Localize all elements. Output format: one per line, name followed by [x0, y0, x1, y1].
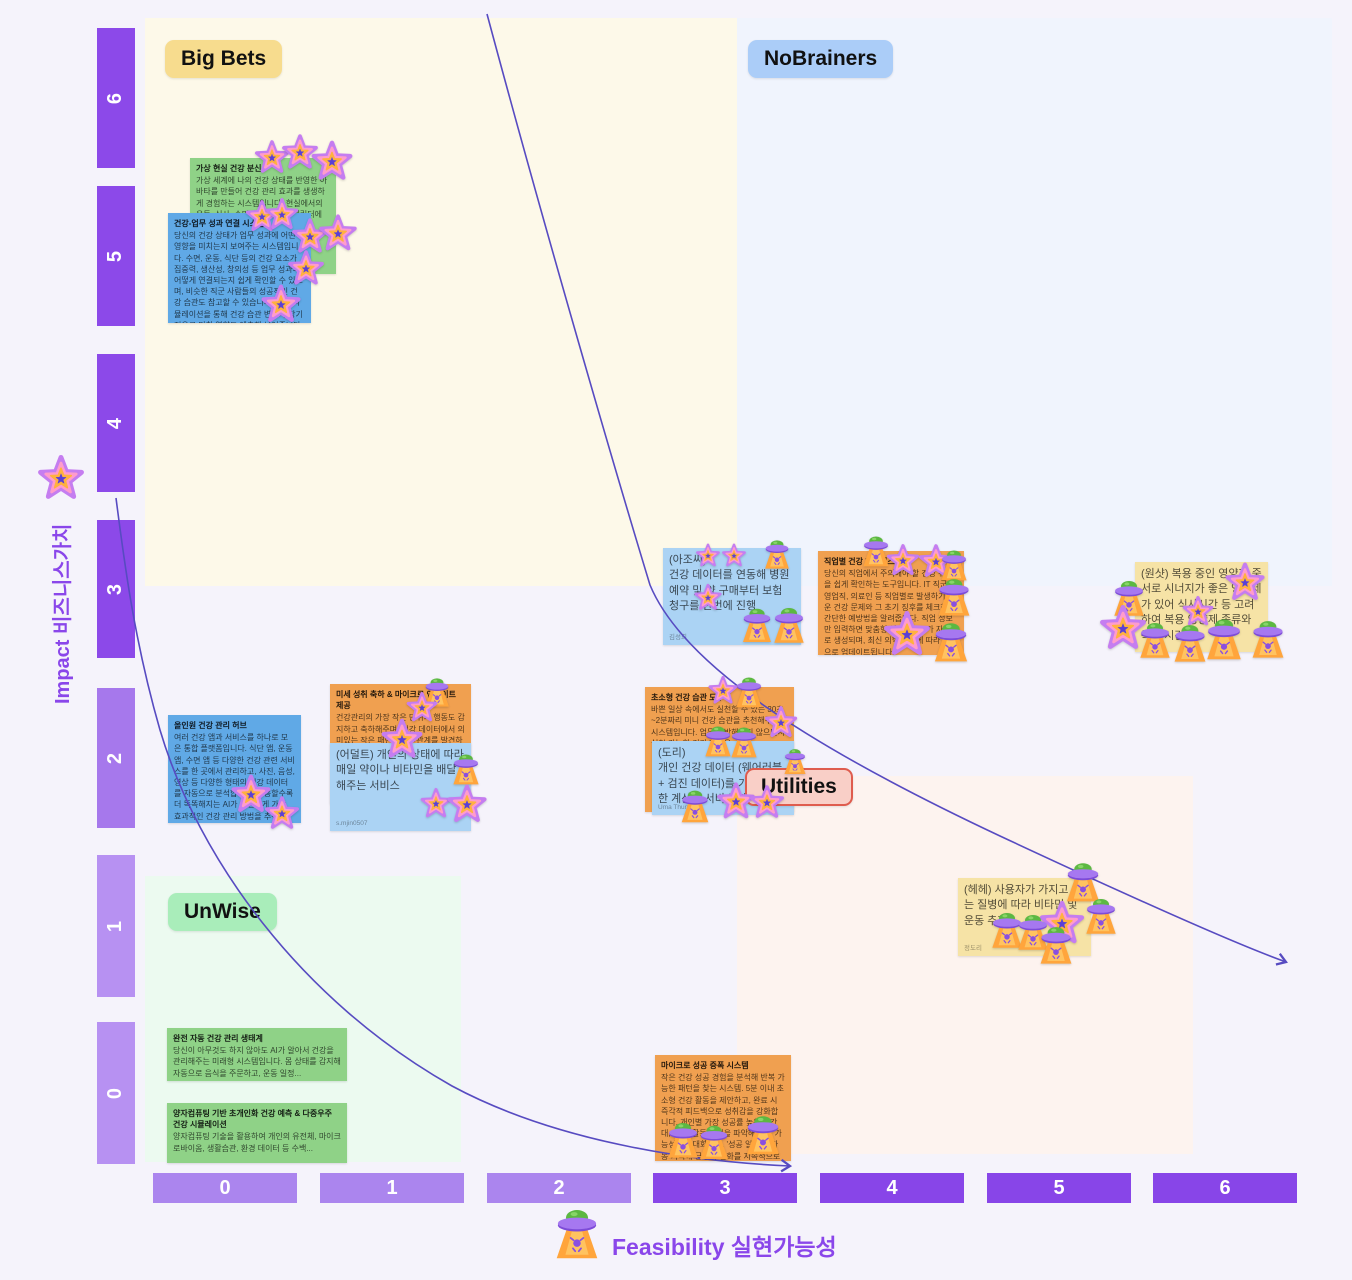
y-axis-tick-2: 2: [97, 688, 135, 828]
note-title: 건강-업무 성과 연결 시스템: [174, 219, 265, 228]
note-author: 정도리: [964, 944, 982, 952]
x-axis-legend: Feasibility 실현가능성: [612, 1234, 837, 1260]
utilities-area: [737, 776, 1193, 1154]
note-author: 김성희: [669, 633, 687, 641]
star-vote-icon[interactable]: [762, 704, 800, 742]
ufo-vote-icon[interactable]: [928, 620, 974, 666]
ufo-vote-icon[interactable]: [676, 788, 714, 826]
note-title: 올인원 건강 관리 허브: [174, 721, 247, 730]
ufo-vote-icon[interactable]: [740, 1113, 786, 1159]
quadrant-label-nobrainers[interactable]: NoBrainers: [748, 40, 894, 78]
note-title: 가상 현실 건강 분신: [196, 164, 262, 173]
ufo-vote-icon[interactable]: [1246, 618, 1290, 662]
x-tick-label: 5: [1053, 1176, 1065, 1199]
ufo-vote-icon[interactable]: [780, 747, 810, 777]
x-tick-label: 3: [719, 1176, 731, 1199]
x-tick-label: 2: [553, 1176, 565, 1199]
star-vote-icon[interactable]: [1222, 560, 1268, 606]
star-vote-icon[interactable]: [378, 716, 426, 764]
x-axis-tick-1: 1: [320, 1173, 464, 1203]
y-tick-label: 6: [104, 92, 127, 104]
ufo-vote-icon[interactable]: [768, 605, 810, 647]
y-axis-tick-5: 5: [97, 186, 135, 326]
y-tick-label: 3: [104, 583, 127, 595]
feasibility-ufo-icon: [548, 1206, 606, 1264]
star-vote-icon[interactable]: [880, 608, 934, 662]
x-axis-tick-5: 5: [987, 1173, 1131, 1203]
note-body: 당신의 건강 상태가 업무 성과에 어떤 영향을 미치는지 보여주는 시스템입니…: [174, 231, 303, 323]
star-vote-icon[interactable]: [258, 282, 304, 328]
y-tick-label: 5: [104, 250, 127, 262]
star-vote-icon[interactable]: [262, 794, 302, 834]
x-tick-label: 0: [219, 1176, 231, 1199]
y-tick-label: 2: [104, 752, 127, 764]
quadrant-label-big-bets[interactable]: Big Bets: [165, 40, 283, 78]
impact-star-icon: [34, 452, 88, 506]
y-axis-tick-4: 4: [97, 354, 135, 492]
y-axis-tick-1: 1: [97, 855, 135, 997]
note-title: 완전 자동 건강 관리 생태계: [173, 1034, 263, 1043]
ufo-vote-icon[interactable]: [760, 538, 794, 572]
sticky-note-quantum-multiverse-sim[interactable]: 양자컴퓨팅 기반 초개인화 건강 예측 & 다중우주 건강 시뮬레이션 양자컴퓨팅…: [167, 1103, 347, 1163]
note-body: 당신이 아무것도 하지 않아도 AI가 알아서 건강을 관리해주는 미래형 시스…: [173, 1046, 341, 1078]
note-author: s.mjin0507: [336, 819, 368, 827]
ufo-vote-icon[interactable]: [1200, 616, 1248, 664]
star-vote-icon[interactable]: [308, 138, 356, 186]
y-axis-tick-6: 6: [97, 28, 135, 168]
x-tick-label: 1: [386, 1176, 398, 1199]
star-vote-icon[interactable]: [694, 542, 722, 570]
y-axis-tick-3: 3: [97, 520, 135, 658]
nobrainers-area: [737, 18, 1332, 586]
star-vote-icon[interactable]: [720, 542, 748, 570]
star-vote-icon[interactable]: [747, 783, 787, 823]
x-axis-tick-4: 4: [820, 1173, 964, 1203]
x-axis-tick-6: 6: [1153, 1173, 1297, 1203]
note-title: 양자컴퓨팅 기반 초개인화 건강 예측 & 다중우주 건강 시뮬레이션: [173, 1109, 332, 1130]
note-title: 마이크로 성공 증폭 시스템: [661, 1061, 749, 1070]
y-tick-label: 4: [104, 417, 127, 429]
y-axis-tick-0: 0: [97, 1022, 135, 1164]
ufo-vote-icon[interactable]: [1034, 924, 1078, 968]
star-vote-icon[interactable]: [692, 582, 724, 614]
star-vote-icon[interactable]: [444, 782, 490, 828]
ufo-vote-icon[interactable]: [726, 725, 762, 761]
quadrant-label-unwise[interactable]: UnWise: [168, 893, 277, 931]
y-tick-label: 1: [104, 920, 127, 932]
ufo-vote-icon[interactable]: [932, 576, 976, 620]
note-body: 양자컴퓨팅 기술을 활용하여 개인의 유전체, 마이크로바이옴, 생활습관, 환…: [173, 1132, 341, 1153]
ufo-vote-icon[interactable]: [694, 1123, 734, 1163]
x-axis-tick-3: 3: [653, 1173, 797, 1203]
x-axis-tick-0: 0: [153, 1173, 297, 1203]
x-tick-label: 4: [886, 1176, 898, 1199]
y-axis-legend: Impact 비즈니스가치: [52, 523, 74, 704]
y-tick-label: 0: [104, 1087, 127, 1099]
x-tick-label: 6: [1219, 1176, 1231, 1199]
x-axis-tick-2: 2: [487, 1173, 631, 1203]
